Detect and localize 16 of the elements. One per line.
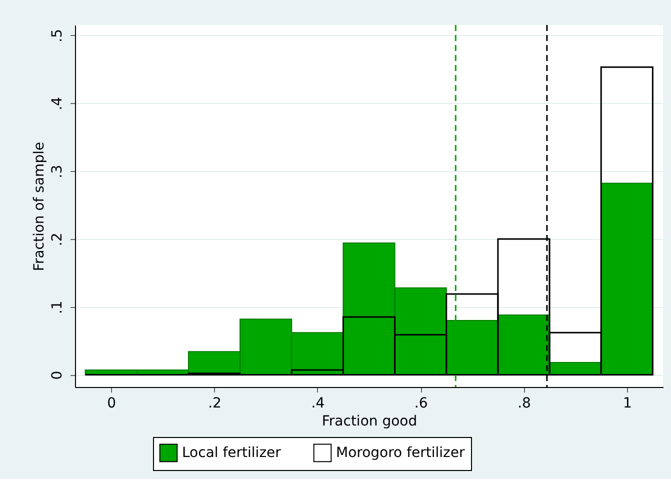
y-tick-label: .5 xyxy=(50,29,66,42)
y-tick-label: .2 xyxy=(50,232,66,246)
y-tick-label: .3 xyxy=(50,164,66,178)
x-tick-label: 1 xyxy=(622,396,632,412)
legend-label: Morogoro fertilizer xyxy=(336,444,465,461)
y-tick-label: 0 xyxy=(50,370,66,380)
legend-label: Local fertilizer xyxy=(182,444,282,461)
x-axis-title: Fraction good xyxy=(322,414,418,430)
x-tick-label: .2 xyxy=(208,396,222,412)
x-tick-label: 0 xyxy=(107,396,116,412)
y-tick-label: .4 xyxy=(50,96,66,110)
x-tick-label: .6 xyxy=(414,396,428,412)
x-tick-label: .8 xyxy=(518,396,531,412)
y-axis-title: Fraction of sample xyxy=(32,142,48,272)
y-tick-label: .1 xyxy=(50,300,66,314)
x-tick-label: .4 xyxy=(311,396,325,412)
